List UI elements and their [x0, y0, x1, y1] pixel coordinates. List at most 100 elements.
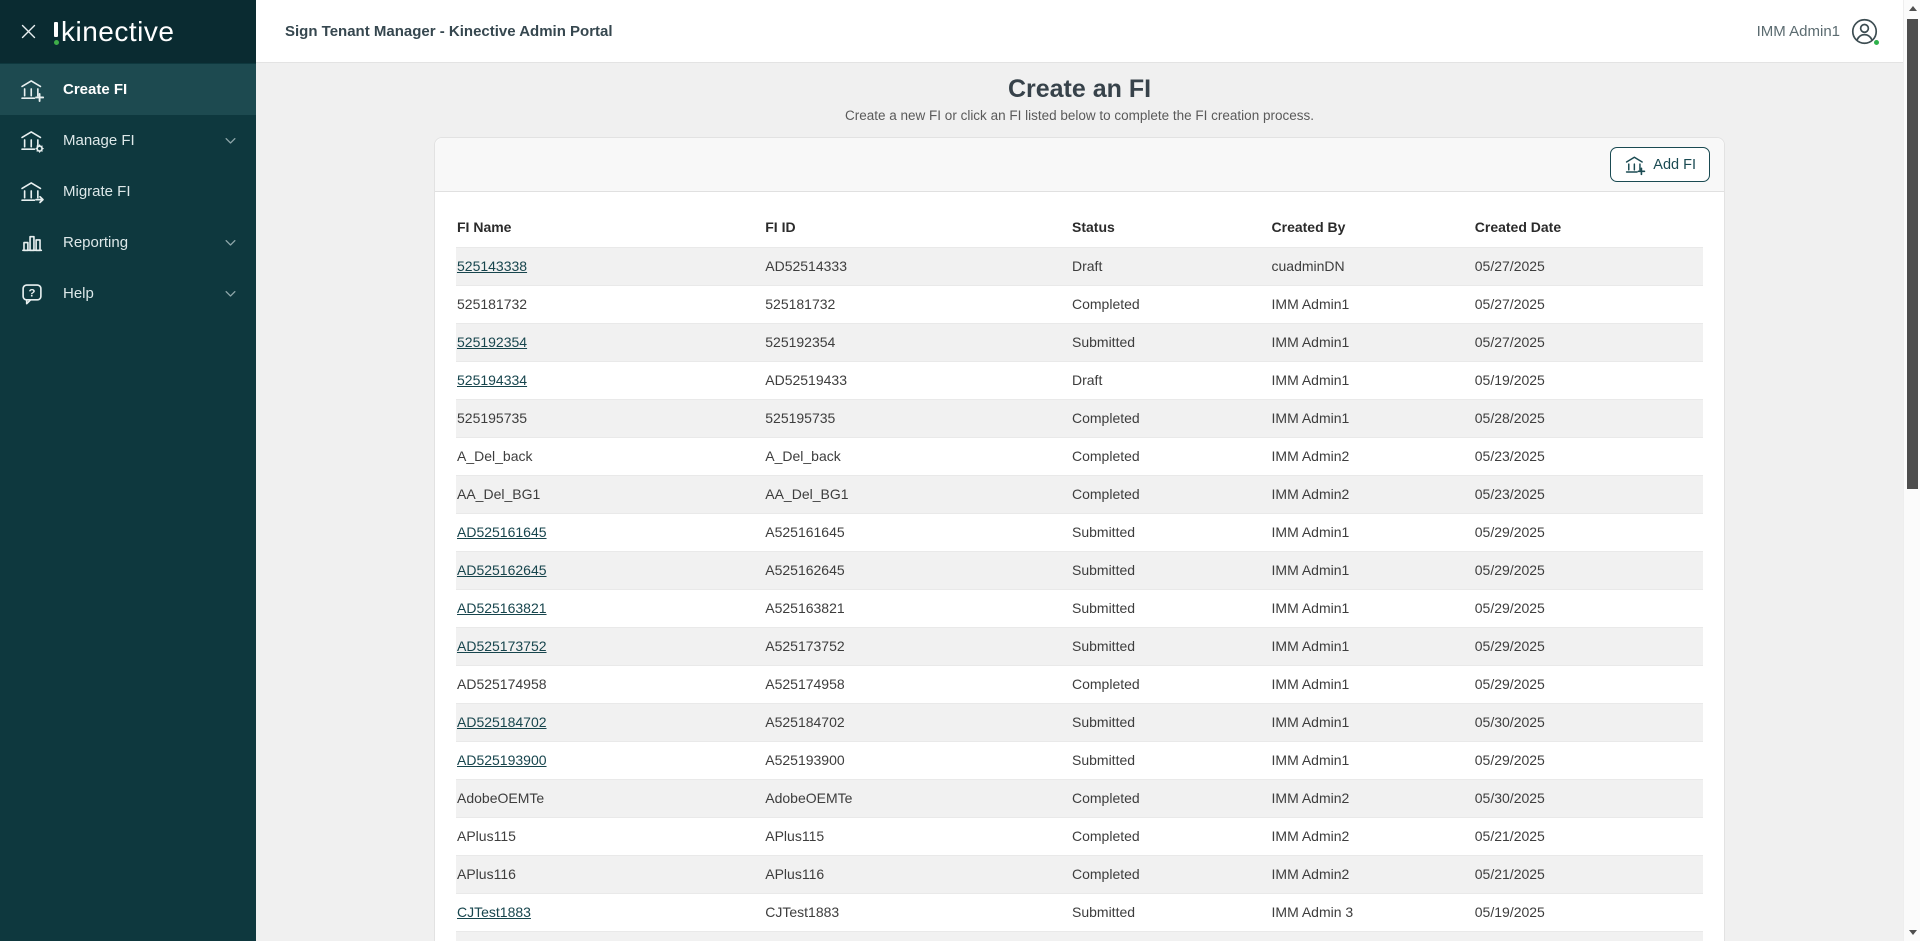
scroll-up-arrow-icon[interactable] — [1904, 0, 1920, 17]
table-header-row: FI Name FI ID Status Created By Created … — [456, 192, 1703, 247]
created-by-cell: IMM Admin1 — [1271, 638, 1350, 654]
sidebar-item-label: Manage FI — [63, 132, 135, 149]
created-by-cell: IMM Admin1 — [1271, 410, 1350, 426]
vertical-scrollbar[interactable] — [1903, 0, 1920, 941]
table-row: AD525173752 A525173752 Submitted IMM Adm… — [456, 627, 1703, 665]
fi-id-cell: A525174958 — [765, 676, 845, 692]
online-status-dot — [1873, 38, 1880, 46]
fi-name-link[interactable]: 525192354 — [457, 334, 528, 350]
status-cell: Submitted — [1072, 562, 1136, 578]
avatar-icon[interactable] — [1850, 17, 1880, 46]
fi-table: FI Name FI ID Status Created By Created … — [456, 192, 1703, 941]
chevron-down-icon — [223, 235, 238, 250]
help-icon: ? — [18, 280, 45, 307]
created-by-cell: IMM Admin2 — [1271, 866, 1350, 882]
created-by-cell: IMM Admin2 — [1271, 486, 1350, 502]
fi-id-cell: A525162645 — [765, 562, 845, 578]
fi-id-cell: A525173752 — [765, 638, 845, 654]
status-cell: Completed — [1072, 790, 1140, 806]
fi-name-link[interactable]: AD525162645 — [457, 562, 547, 578]
sidebar-item-migrate-fi[interactable]: Migrate FI — [0, 166, 256, 217]
page-subtitle: Create a new FI or click an FI listed be… — [845, 108, 1314, 123]
svg-text:?: ? — [28, 287, 35, 299]
fi-name-text: APlus115 — [457, 828, 516, 844]
main-content: Create an FI Create a new FI or click an… — [256, 64, 1903, 941]
sidebar-item-help[interactable]: ? Help — [0, 268, 256, 319]
created-by-cell: IMM Admin2 — [1271, 790, 1350, 806]
created-date-cell: 05/27/2025 — [1474, 296, 1545, 312]
created-by-cell: IMM Admin1 — [1271, 752, 1350, 768]
created-date-cell: 05/21/2025 — [1474, 828, 1545, 844]
fi-name-link[interactable]: AD525173752 — [457, 638, 547, 654]
created-date-cell: 05/30/2025 — [1474, 714, 1545, 730]
kinective-logo: kinective — [54, 17, 174, 46]
status-cell: Completed — [1072, 866, 1140, 882]
created-date-cell: 05/29/2025 — [1474, 600, 1545, 616]
created-date-cell: 05/29/2025 — [1474, 638, 1545, 654]
table-row: APlus116 APlus116 Completed IMM Admin2 0… — [456, 855, 1703, 893]
status-cell: Completed — [1072, 448, 1140, 464]
sidebar-item-label: Help — [63, 285, 94, 302]
table-row: AD525174958 A525174958 Completed IMM Adm… — [456, 665, 1703, 703]
fi-name-link[interactable]: AD525193900 — [457, 752, 547, 768]
fi-name-link[interactable]: AD525163821 — [457, 600, 547, 616]
created-by-cell: cuadminDN — [1271, 258, 1345, 274]
scrollbar-thumb[interactable] — [1907, 19, 1918, 489]
bar-chart-icon — [18, 229, 45, 256]
status-cell: Submitted — [1072, 638, 1136, 654]
col-header-fi-id: FI ID — [765, 218, 796, 235]
sidebar-item-manage-fi[interactable]: Manage FI — [0, 115, 256, 166]
sidebar-item-label: Create FI — [63, 81, 128, 98]
status-cell: Draft — [1072, 258, 1103, 274]
created-date-cell: 05/27/2025 — [1474, 334, 1545, 350]
status-cell: Completed — [1072, 828, 1140, 844]
fi-name-link[interactable]: CJTest1883 — [457, 904, 531, 920]
fi-id-cell: 525192354 — [765, 334, 836, 350]
fi-id-cell: A_Del_back — [765, 448, 841, 464]
status-cell: Completed — [1072, 486, 1140, 502]
fi-id-cell: AD52514333 — [765, 258, 847, 274]
status-cell: Submitted — [1072, 714, 1136, 730]
user-menu[interactable]: IMM Admin1 — [1757, 17, 1880, 46]
fi-name-text: 525195735 — [457, 410, 528, 426]
table-row: AdobeOEMTe AdobeOEMTe Completed IMM Admi… — [456, 779, 1703, 817]
table-row-partial — [456, 931, 1703, 941]
status-cell: Submitted — [1072, 524, 1136, 540]
fi-id-cell: A525163821 — [765, 600, 845, 616]
created-date-cell: 05/23/2025 — [1474, 486, 1545, 502]
created-date-cell: 05/21/2025 — [1474, 866, 1545, 882]
bank-plus-icon — [18, 76, 45, 103]
fi-name-text: APlus116 — [457, 866, 516, 882]
fi-id-cell: A525161645 — [765, 524, 845, 540]
table-row: 525192354 525192354 Submitted IMM Admin1… — [456, 323, 1703, 361]
fi-name-link[interactable]: 525143338 — [457, 258, 528, 274]
fi-list-card: Add FI FI Name FI ID Status Created By — [434, 137, 1725, 941]
fi-name-link[interactable]: AD525161645 — [457, 524, 547, 540]
fi-id-cell: AA_Del_BG1 — [765, 486, 849, 502]
scroll-down-arrow-icon[interactable] — [1904, 924, 1920, 941]
fi-name-link[interactable]: AD525184702 — [457, 714, 547, 730]
fi-table-wrap: FI Name FI ID Status Created By Created … — [435, 192, 1724, 941]
portal-title: Sign Tenant Manager - Kinective Admin Po… — [285, 22, 613, 40]
col-header-created-date: Created Date — [1474, 218, 1562, 235]
created-date-cell: 05/29/2025 — [1474, 524, 1545, 540]
created-by-cell: IMM Admin1 — [1271, 334, 1350, 350]
status-cell: Submitted — [1072, 600, 1136, 616]
fi-id-cell: 525181732 — [765, 296, 836, 312]
sidebar-item-label: Migrate FI — [63, 183, 131, 200]
sidebar-item-create-fi[interactable]: Create FI — [0, 64, 256, 115]
fi-id-cell: APlus116 — [765, 866, 825, 882]
created-by-cell: IMM Admin1 — [1271, 296, 1350, 312]
chevron-down-icon — [223, 133, 238, 148]
close-sidebar-icon[interactable] — [18, 22, 38, 42]
sidebar-item-reporting[interactable]: Reporting — [0, 217, 256, 268]
created-date-cell: 05/23/2025 — [1474, 448, 1545, 464]
sidebar: kinective Create FI Manage FI Migrate FI — [0, 0, 256, 941]
add-fi-button[interactable]: Add FI — [1610, 147, 1710, 182]
table-row: 525143338 AD52514333 Draft cuadminDN 05/… — [456, 247, 1703, 285]
table-row: CJTest1883 CJTest1883 Submitted IMM Admi… — [456, 893, 1703, 931]
fi-name-link[interactable]: 525194334 — [457, 372, 528, 388]
table-row: 525194334 AD52519433 Draft IMM Admin1 05… — [456, 361, 1703, 399]
created-by-cell: IMM Admin2 — [1271, 448, 1350, 464]
